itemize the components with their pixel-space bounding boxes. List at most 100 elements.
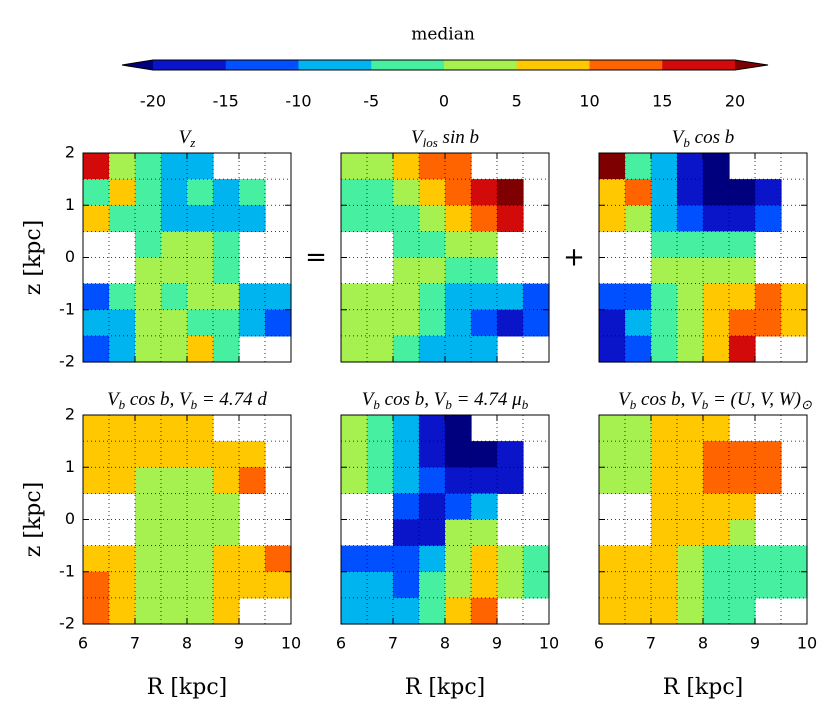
cell: [341, 467, 368, 494]
cell: [677, 571, 704, 599]
cell: [393, 545, 420, 573]
cell: [419, 519, 446, 547]
cell: [677, 467, 704, 494]
cell: [109, 205, 136, 232]
cell: [83, 153, 110, 180]
x-tick-label: 6: [336, 634, 346, 653]
cell: [445, 571, 472, 599]
cell: [367, 597, 394, 625]
cell: [445, 231, 472, 259]
cell: [651, 335, 678, 363]
cell: [471, 257, 498, 285]
cell: [393, 153, 420, 180]
cell: [419, 231, 446, 259]
colorbar-segment: [153, 60, 227, 70]
colorbar-tick-label: -10: [285, 92, 311, 111]
cell: [161, 335, 188, 363]
cell: [187, 205, 214, 232]
panel-title: Vb cos b, Vb = 4.74 d: [107, 389, 267, 412]
cell: [187, 335, 214, 363]
cell: [471, 571, 498, 599]
cell: [703, 283, 730, 311]
title-part: b: [522, 397, 529, 412]
cell: [781, 309, 808, 337]
cell: [599, 283, 626, 311]
cell: [781, 283, 808, 311]
cell: [651, 257, 678, 285]
cell: [651, 309, 678, 337]
cell: [445, 179, 472, 206]
cell: [445, 493, 472, 521]
cell: [625, 467, 652, 494]
cell: [471, 335, 498, 363]
operator: +: [563, 243, 585, 273]
cell: [445, 153, 472, 180]
cell: [729, 571, 756, 599]
cell: [651, 153, 678, 180]
cell: [341, 571, 368, 599]
cell: [651, 545, 678, 573]
cell: [703, 441, 730, 468]
cell: [599, 571, 626, 599]
cell: [677, 179, 704, 206]
y-tick-label: 2: [65, 143, 75, 162]
cell: [497, 205, 524, 232]
cell: [187, 179, 214, 206]
cell: [625, 153, 652, 180]
cell: [677, 441, 704, 468]
title-part: ⊙: [801, 397, 812, 412]
y-tick-label: 1: [65, 195, 75, 214]
cell: [109, 415, 136, 442]
cell: [755, 467, 782, 494]
title-part: b: [445, 397, 452, 412]
cell: [109, 545, 136, 573]
cell: [677, 309, 704, 337]
cell: [419, 283, 446, 311]
cell: [135, 597, 162, 625]
cell: [341, 283, 368, 311]
cell: [135, 415, 162, 442]
y-tick-label: -2: [59, 614, 75, 633]
colorbar-tick-label: 15: [652, 92, 672, 111]
cell: [625, 179, 652, 206]
cell: [83, 179, 110, 206]
cell: [445, 257, 472, 285]
cell: [471, 545, 498, 573]
cell: [135, 231, 162, 259]
cell: [83, 571, 110, 599]
cell: [625, 415, 652, 442]
cell: [109, 179, 136, 206]
cell: [599, 179, 626, 206]
cell: [239, 309, 266, 337]
x-tick-label: 7: [646, 634, 656, 653]
cell: [445, 205, 472, 232]
cell: [135, 205, 162, 232]
cell: [781, 571, 808, 599]
cell: [135, 335, 162, 363]
x-tick-label: 9: [750, 634, 760, 653]
cell: [729, 179, 756, 206]
cell: [341, 335, 368, 363]
cell: [651, 415, 678, 442]
cell: [83, 441, 110, 468]
cell: [703, 545, 730, 573]
cell: [419, 179, 446, 206]
cell: [419, 545, 446, 573]
cell: [599, 467, 626, 494]
title-part: = 4.74 d: [197, 389, 267, 410]
x-tick-label: 10: [539, 634, 559, 653]
cell: [625, 545, 652, 573]
title-part: cos b, V: [125, 389, 193, 410]
cell: [393, 467, 420, 494]
cell: [393, 309, 420, 337]
cell: [651, 231, 678, 259]
y-tick-label: -1: [59, 561, 75, 580]
cell: [599, 205, 626, 232]
cell: [367, 153, 394, 180]
cell: [135, 153, 162, 180]
cell: [135, 257, 162, 285]
cell: [729, 545, 756, 573]
cell: [393, 415, 420, 442]
title-part: cos b, V: [380, 389, 448, 410]
cell: [471, 441, 498, 468]
